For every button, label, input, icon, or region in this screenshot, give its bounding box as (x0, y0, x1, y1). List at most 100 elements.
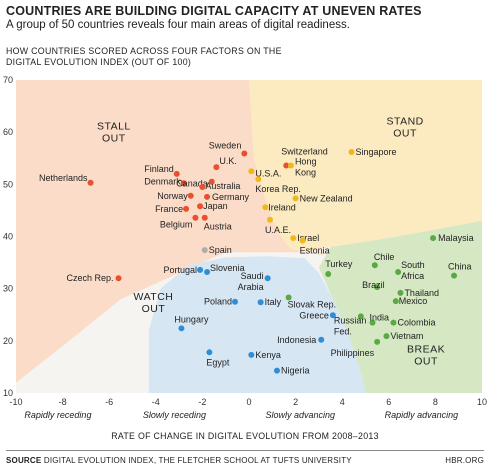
publisher-credit: HBR.ORG (445, 456, 484, 465)
x-tick-label: -6 (105, 397, 113, 407)
point-label: Arabia (238, 282, 264, 292)
data-point (248, 351, 255, 358)
data-point (262, 204, 269, 211)
data-point (199, 183, 206, 190)
y-tick-label: 70 (3, 75, 13, 85)
data-point (197, 266, 204, 273)
data-point (197, 203, 204, 210)
data-point (283, 162, 290, 169)
data-point (264, 275, 271, 282)
point-label: Turkey (325, 259, 353, 269)
data-point (374, 338, 381, 345)
data-point (357, 313, 364, 320)
data-point (266, 216, 273, 223)
y-tick-label: 10 (3, 388, 13, 398)
data-point (192, 214, 199, 221)
caption-line-2: DIGITAL EVOLUTION INDEX (OUT OF 100) (6, 57, 192, 67)
data-point (187, 192, 194, 199)
data-point (348, 148, 355, 155)
point-label: Estonia (300, 246, 330, 256)
x-tick-label: 4 (340, 397, 345, 407)
point-label: Israel (297, 233, 319, 243)
point-label: Ireland (268, 202, 296, 212)
data-point (392, 298, 399, 305)
data-point (299, 237, 306, 244)
point-label: Belgium (160, 220, 193, 230)
chart-subtitle: A group of 50 countries reveals four mai… (6, 19, 350, 31)
point-label: Kong (295, 168, 316, 178)
stall-out-region (16, 80, 343, 383)
data-point (290, 235, 297, 242)
point-label: Fed. (334, 326, 352, 336)
point-label: Czech Rep. (66, 273, 113, 283)
data-point (390, 319, 397, 326)
region-label: OUT (102, 133, 126, 145)
point-label: Austria (204, 222, 232, 232)
x-tick-label: 2 (293, 397, 298, 407)
point-label: Germany (212, 192, 250, 202)
point-label: Kenya (255, 350, 281, 360)
point-label: Slovenia (210, 263, 245, 273)
point-label: Indonesia (277, 335, 316, 345)
data-point (206, 349, 213, 356)
scatter-chart: 10 20 30 40 50 60 70 -10 -8 -6 -4 -2 0 2 4 6 8 10 Rapidly … (3, 75, 487, 420)
point-label: U.A.E. (265, 225, 291, 235)
point-label: Slovak Rep. (288, 300, 337, 310)
point-label: Egypt (206, 357, 230, 367)
data-point (232, 298, 239, 305)
y-tick-label: 20 (3, 336, 13, 346)
point-label: Canada (176, 179, 208, 189)
data-point (369, 319, 376, 326)
chart-caption: HOW COUNTRIES SCORED ACROSS FOUR FACTORS… (6, 46, 306, 68)
data-point (395, 268, 402, 275)
point-label: Hong (295, 157, 317, 167)
x-tick-label: -8 (59, 397, 67, 407)
y-tick-label: 40 (3, 232, 13, 242)
point-label: South (401, 260, 425, 270)
x-speed-label: Rapidly advancing (385, 410, 459, 420)
region-label: OUT (414, 355, 438, 367)
point-label: India (369, 313, 389, 323)
data-point (325, 271, 332, 278)
point-label: Brazil (362, 280, 385, 290)
point-label: Hungary (174, 314, 209, 324)
point-label: Mexico (399, 296, 428, 306)
data-point (451, 272, 458, 279)
chart-title: COUNTRIES ARE BUILDING DIGITAL CAPACITY … (6, 4, 422, 18)
point-label: U.K. (219, 156, 237, 166)
point-label: New Zealand (300, 193, 353, 203)
point-label: China (448, 262, 472, 272)
data-point (383, 333, 390, 340)
data-point (201, 214, 208, 221)
x-tick-label: -10 (9, 397, 22, 407)
x-tick-label: -2 (198, 397, 206, 407)
data-point (292, 195, 299, 202)
source-label: SOURCE (6, 456, 42, 465)
caption-line-1: HOW COUNTRIES SCORED ACROSS FOUR FACTORS… (6, 46, 282, 56)
x-tick-label: 10 (477, 397, 487, 407)
point-label: U.S.A. (255, 168, 281, 178)
data-point (183, 205, 190, 212)
data-point (208, 178, 215, 185)
point-label: Korea Rep. (255, 184, 301, 194)
data-point (178, 325, 185, 332)
data-point (287, 162, 294, 169)
point-label: France (155, 204, 183, 214)
data-point (115, 275, 122, 282)
point-label: Finland (144, 164, 174, 174)
region-label: WATCH (134, 291, 174, 303)
region-label: STAND (386, 115, 423, 127)
data-point (430, 235, 437, 242)
data-point (180, 180, 187, 187)
data-point (204, 268, 211, 275)
break-out-region (318, 220, 482, 393)
point-label: Chile (374, 252, 395, 262)
x-speed-label: Rapidly receding (24, 410, 91, 420)
point-label: Portugal (164, 265, 198, 275)
data-point (371, 262, 378, 269)
point-label: Norway (157, 191, 188, 201)
point-label: Malaysia (438, 233, 474, 243)
point-label: Australia (205, 181, 240, 191)
data-point (213, 164, 220, 171)
x-axis-title: RATE OF CHANGE IN DIGITAL EVOLUTION FROM… (111, 431, 379, 441)
